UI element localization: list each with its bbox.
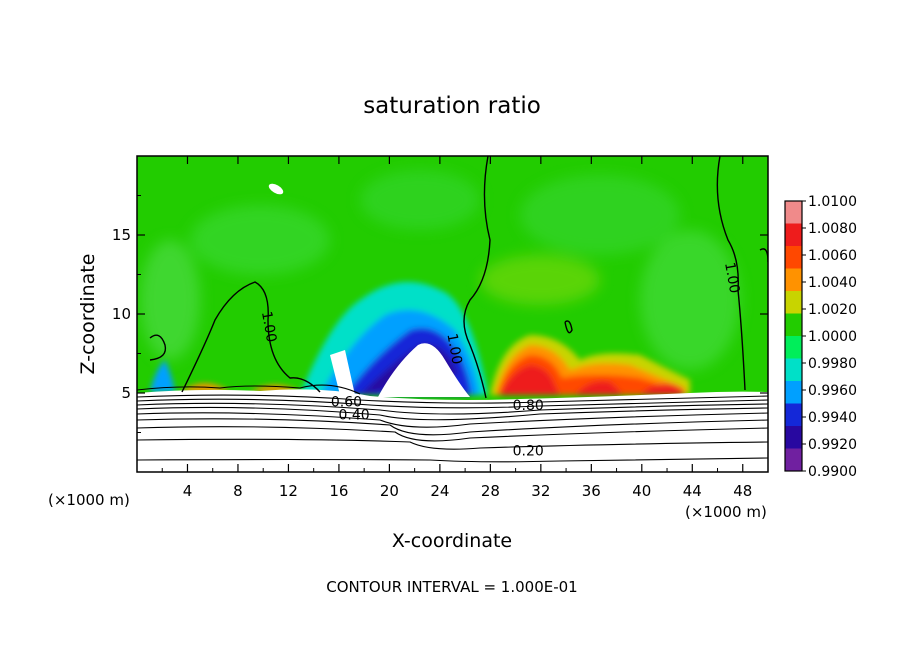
colorbar-segment [785,448,802,472]
x-tick-label: 40 [632,482,651,500]
y-tick-label: 15 [112,226,131,244]
x-axis-label: X-coordinate [392,530,512,552]
y-tick-label: 10 [112,305,131,323]
colorbar: 1.0100 1.0080 1.0060 1.0040 1.0020 1.0000 0.99… [784,194,857,480]
x-tick-label: 32 [531,482,550,500]
contour-lines [137,384,768,463]
colorbar-label: 0.9940 [808,410,857,426]
x-tick-label: 8 [233,482,243,500]
x-tick-label: 20 [380,482,399,500]
colorbar-label: 0.9960 [808,383,857,399]
x-tick-label: 24 [430,482,449,500]
x-tick-label: 12 [279,482,298,500]
x-tick-label: 16 [329,482,348,500]
x-tick-label: 48 [733,482,752,500]
contour-label: 1.00 [443,332,464,365]
x-unit-left: (×1000 m) [48,491,130,509]
contour-label: 0.40 [338,407,369,423]
colorbar-label: 1.0040 [808,275,857,291]
colorbar-segment [785,336,802,359]
lower-layer [137,389,768,472]
x-axis: 4 8 12 16 20 24 28 32 36 40 44 48 [161,156,752,500]
chart-title: saturation ratio [363,93,541,119]
white-streak [330,350,355,395]
colorbar-label: 1.0020 [808,302,857,318]
colorbar-segment [785,246,802,269]
white-spot [268,183,284,195]
x-unit-right: (×1000 m) [685,503,767,521]
y-axis: 5 10 15 [112,195,768,433]
colorbar-label: 1.0100 [808,194,857,210]
colorbar-label: 1.0060 [808,248,857,264]
colorbar-segment [785,223,802,247]
contour-interval-note: CONTOUR INTERVAL = 1.000E-01 [326,578,577,596]
colorbar-segment [785,426,802,449]
colorbar-label: 0.9980 [808,356,857,372]
field-texture [140,170,740,370]
undefined-region [378,343,470,397]
colorbar-segment [785,291,802,314]
colorbar-segment [785,358,802,382]
contour-label: 0.20 [513,444,544,460]
colorbar-segment [785,201,802,224]
colorbar-segment [785,268,802,292]
x-tick-label: 28 [481,482,500,500]
y-tick-label: 5 [121,384,131,402]
x-tick-label: 36 [582,482,601,500]
colorbar-label: 1.0000 [808,329,857,345]
colorbar-segment [785,403,802,427]
colorbar-label: 1.0080 [808,221,857,237]
x-tick-label: 44 [683,482,702,500]
colorbar-segment [785,313,802,337]
x-tick-label: 4 [183,482,193,500]
y-axis-label: Z-coordinate [77,254,99,375]
colorbar-label: 0.9900 [808,464,857,480]
colorbar-segment [785,381,802,404]
contour-label: 0.80 [513,398,544,414]
colorbar-label: 0.9920 [808,437,857,453]
contour-label: 0.60 [331,395,362,411]
plot-area: 1.00 1.00 1.00 0.600.40 0.80 0.20 [137,156,768,472]
contour-label: 1.00 [258,310,279,343]
contour-label: 1.00 [721,261,742,294]
moist-region [180,335,690,395]
contour-labels: 1.00 1.00 1.00 0.600.40 0.80 0.20 [258,261,742,460]
